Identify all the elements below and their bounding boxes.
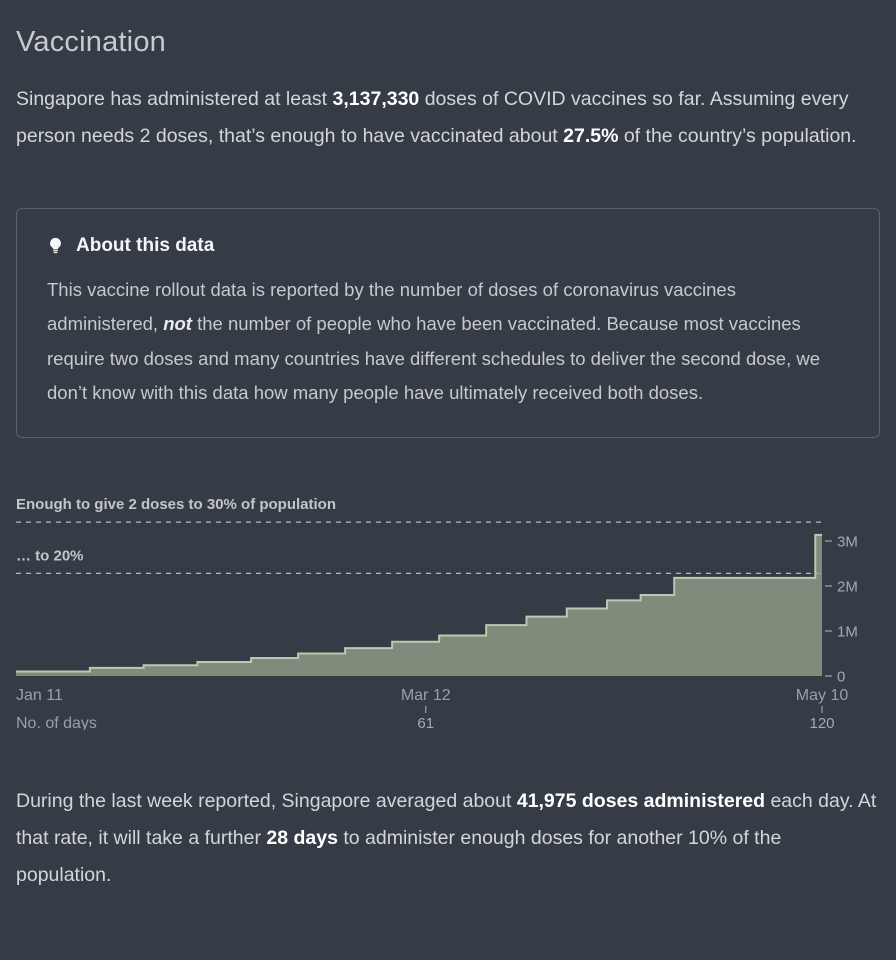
vaccination-page: Vaccination Singapore has administered a…	[16, 26, 880, 895]
text-segment: This vaccine rollout data is reported by…	[47, 278, 736, 335]
x-date-label: May 10	[796, 687, 849, 704]
text-segment: 28 days	[266, 826, 338, 849]
about-card-header: About this data	[47, 235, 849, 257]
about-card-body: This vaccine rollout data is reported by…	[47, 273, 849, 411]
about-card: About this data This vaccine rollout dat…	[16, 207, 880, 438]
text-segment: not	[163, 313, 192, 335]
text-segment: doses of COVID vaccines so far. Assuming…	[16, 88, 849, 148]
about-card-title: About this data	[76, 234, 215, 256]
y-tick-label: 1M	[837, 623, 858, 640]
text-segment: each day. At that rate, it will take a f…	[16, 789, 877, 849]
threshold-label: Enough to give 2 doses to 30% of populat…	[16, 496, 336, 513]
area-fill	[16, 534, 822, 676]
y-tick-label: 3M	[837, 533, 858, 550]
lightbulb-icon	[47, 237, 64, 254]
intro-paragraph: Singapore has administered at least 3,13…	[16, 81, 880, 156]
x-axis-title: No. of days	[16, 715, 97, 730]
x-date-label: Jan 11	[16, 687, 63, 704]
text-segment: to administer enough doses for another 1…	[16, 826, 782, 887]
outro-paragraph: During the last week reported, Singapore…	[16, 783, 880, 895]
x-day-label: 61	[417, 715, 434, 730]
text-segment: 41,975 doses administered	[516, 789, 766, 812]
text-segment: the number of people who have been vacci…	[47, 313, 821, 404]
page-title: Vaccination	[16, 26, 166, 58]
vaccination-chart: Enough to give 2 doses to 30% of populat…	[16, 488, 880, 735]
step-line	[16, 533, 822, 672]
text-segment: Singapore has administered at least	[16, 88, 333, 110]
y-tick-label: 0	[837, 668, 845, 685]
threshold-label: … to 20%	[16, 547, 84, 564]
doses-step-chart: Enough to give 2 doses to 30% of populat…	[16, 496, 858, 732]
y-tick-label: 2M	[837, 578, 858, 595]
text-segment: 3,137,330	[332, 88, 420, 110]
x-date-label: Mar 12	[401, 687, 451, 704]
x-day-label: 120	[809, 715, 834, 730]
text-segment: During the last week reported, Singapore…	[16, 789, 517, 812]
text-segment: of the country’s population.	[618, 125, 857, 148]
text-segment: 27.5%	[563, 125, 619, 148]
